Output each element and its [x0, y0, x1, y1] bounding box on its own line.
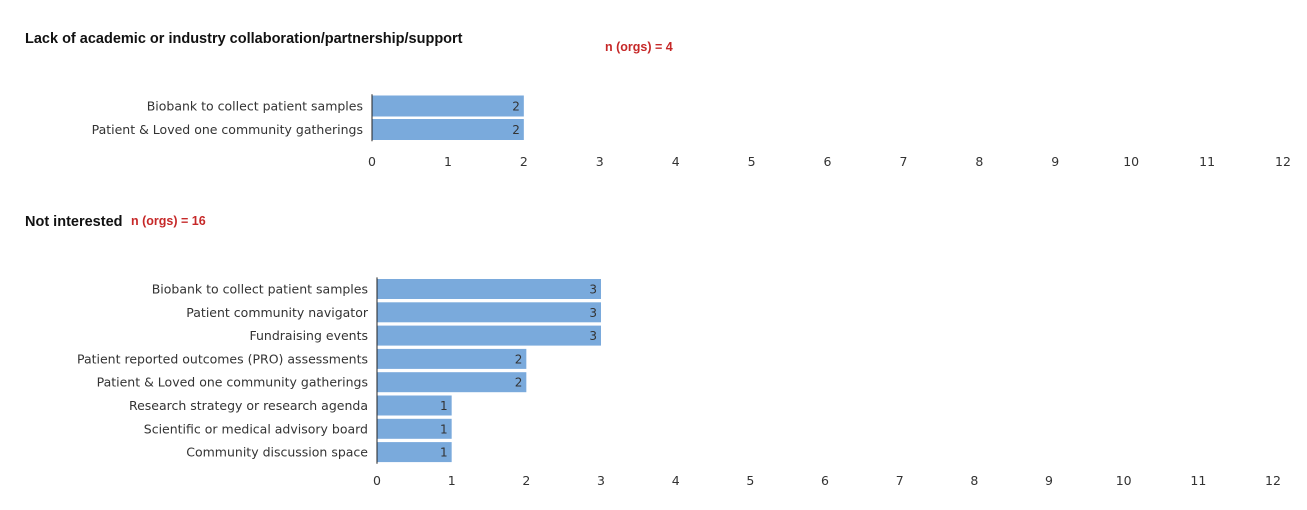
category-label: Fundraising events: [250, 328, 369, 343]
x-tick-label: 3: [596, 154, 604, 169]
x-tick-label: 7: [899, 154, 907, 169]
chart-2-title: Not interested: [25, 214, 123, 230]
x-tick-label: 1: [448, 473, 456, 488]
chart-1-plot: Biobank to collect patient samples 2 Patie…: [92, 94, 1291, 169]
x-tick-label: 6: [824, 154, 832, 169]
x-tick-label: 0: [368, 154, 376, 169]
x-tick-label: 2: [522, 473, 530, 488]
data-label: 2: [515, 352, 523, 366]
bar: [377, 372, 527, 393]
x-tick-label: 9: [1045, 473, 1053, 488]
category-label: Biobank to collect patient samples: [152, 282, 368, 297]
category-label: Patient & Loved one community gatherings: [92, 122, 363, 137]
x-tick-label: 6: [821, 473, 829, 488]
x-tick-label: 5: [748, 154, 756, 169]
bar: [377, 442, 452, 463]
x-tick-label: 12: [1265, 473, 1281, 488]
data-label: 1: [440, 446, 448, 460]
chart-1-title: Lack of academic or industry collaborati…: [25, 31, 463, 47]
x-tick-label: 9: [1051, 154, 1059, 169]
x-tick-label: 4: [672, 473, 680, 488]
x-tick-label: 5: [746, 473, 754, 488]
bar: [377, 348, 527, 369]
x-tick-label: 4: [672, 154, 680, 169]
data-label: 1: [440, 422, 448, 436]
bar: [377, 302, 601, 323]
x-tick-label: 11: [1199, 154, 1215, 169]
bar: [377, 325, 601, 346]
data-label: 2: [515, 376, 523, 390]
data-label: 1: [440, 399, 448, 413]
chart-2-n-label: n (orgs) = 16: [131, 214, 206, 228]
x-tick-label: 2: [520, 154, 528, 169]
category-label: Research strategy or research agenda: [129, 398, 368, 413]
x-tick-label: 3: [597, 473, 605, 488]
bar: [377, 279, 601, 299]
data-label: 3: [589, 283, 597, 297]
x-tick-label: 1: [444, 154, 452, 169]
x-tick-label: 0: [373, 473, 381, 488]
data-label: 2: [512, 100, 520, 114]
x-tick-label: 8: [970, 473, 978, 488]
category-label: Community discussion space: [186, 445, 368, 460]
category-label: Patient & Loved one community gatherings: [97, 375, 368, 390]
category-label: Scientific or medical advisory board: [144, 421, 368, 436]
x-tick-label: 11: [1190, 473, 1206, 488]
x-tick-label: 10: [1116, 473, 1132, 488]
category-label: Biobank to collect patient samples: [147, 99, 363, 114]
x-tick-label: 10: [1123, 154, 1139, 169]
data-label: 2: [512, 123, 520, 137]
bar: [377, 395, 452, 416]
data-label: 3: [589, 306, 597, 320]
bar: [372, 119, 524, 140]
bar: [377, 418, 452, 439]
category-label: Patient reported outcomes (PRO) assessme…: [77, 351, 368, 366]
x-tick-label: 12: [1275, 154, 1291, 169]
chart-2-plot: Biobank to collect patient samples 3 Patie…: [77, 277, 1281, 488]
bar: [372, 95, 524, 117]
chart-1-n-label: n (orgs) = 4: [605, 40, 673, 54]
x-tick-label: 8: [975, 154, 983, 169]
x-tick-label: 7: [896, 473, 904, 488]
category-label: Patient community navigator: [186, 305, 369, 320]
data-label: 3: [589, 329, 597, 343]
